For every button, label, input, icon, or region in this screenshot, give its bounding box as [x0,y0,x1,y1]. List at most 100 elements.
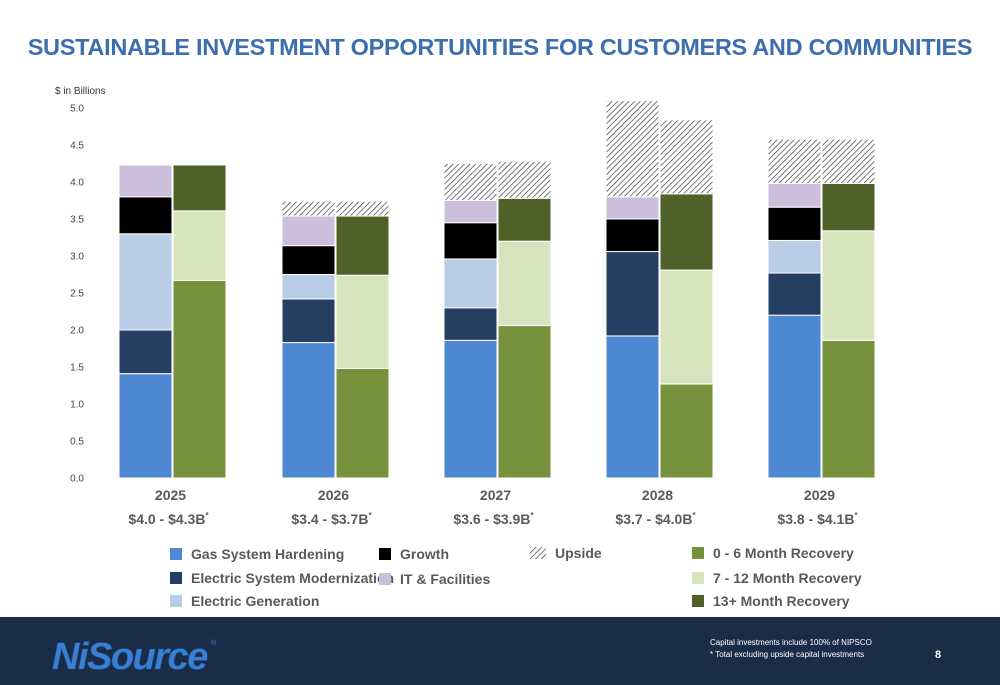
legend-swatch [379,573,391,585]
bar-segment-2028-category-upside: Upside: 1.3 [605,100,660,198]
bar-segment-2029-category-upside: Upside: 0.6 [767,138,822,184]
stacked-bar-chart: 0.0 0.5 1.0 1.5 2.0 2.5 3.0 3.5 4.0 4.5 5.0 Gas Sy… [70,100,876,527]
category-total-value: $3.6 - $3.9B [453,511,530,527]
bar-segment-2025-recovery-7-12-month-recovery: 7 - 12 Month Recovery: 0.94 [172,210,227,281]
bar-segment-2029-category-electric-generation: Electric Generation: 0.44 [767,239,822,274]
footer-bar: NiSource ® Capital investments include 1… [0,617,1000,685]
footnote-capital: Capital investments include 100% of NIPS… [710,638,872,647]
bar-segment-2025-category-it-facilities: IT & Facilities: 0.43 [118,164,173,198]
bar-segment-2028-category-it-facilities: IT & Facilities: 0.3 [605,196,660,220]
nisource-logo: NiSource ® [52,636,217,677]
bar-segment-2028-recovery-13-month-recovery: 13+ Month Recovery: 1.03 [659,193,714,271]
y-tick-label: 3.0 [70,252,84,263]
legend-label: Electric Generation [191,593,320,609]
legend-electric-generation: Electric Generation [170,593,319,609]
legend-label: Gas System Hardening [191,546,345,562]
bar-segment-2025-category-electric-system-modernization: Electric System Modernization: 0.59 [118,329,173,375]
x-tick-label: 2026 [318,487,349,503]
category-total-label: $3.4 - $3.7B* [291,511,372,527]
y-tick-label: 4.5 [70,141,84,152]
y-tick-label: 5.0 [70,104,84,115]
legend-swatch [692,595,704,607]
bar-segment-2027-category-it-facilities: IT & Facilities: 0.3 [443,200,498,224]
legend-recovery-0-6: 0 - 6 Month Recovery [692,545,854,561]
bar-segment-2026-recovery-13-month-recovery: 13+ Month Recovery: 0.8 [335,215,390,276]
legend-label: IT & Facilities [400,571,491,587]
bar-segment-2028-category-gas-system-hardening: Gas System Hardening: 1.92 [605,335,660,479]
bar-segment-2025-recovery-13-month-recovery: 13+ Month Recovery: 0.62 [172,164,227,212]
category-total-asterisk: * [692,511,696,520]
legend-swatch [692,572,704,584]
bar-segment-2029-category-gas-system-hardening: Gas System Hardening: 2.2 [767,314,822,479]
bar-segment-2026-recovery-upside: Upside: 0.2 [335,200,390,217]
legend-label: Growth [400,546,449,562]
legend-label: 13+ Month Recovery [713,593,850,609]
legend-upside: Upside [530,545,602,561]
x-tick-label: 2027 [480,487,511,503]
bar-segment-2026-category-electric-system-modernization: Electric System Modernization: 0.59 [281,298,336,344]
bar-segment-2028-category-electric-system-modernization: Electric System Modernization: 1.14 [605,251,660,337]
bar-segment-2029-category-electric-system-modernization: Electric System Modernization: 0.57 [767,272,822,316]
bar-segment-2026-category-growth: Growth: 0.39 [281,245,336,275]
y-axis-label: $ in Billions [55,86,106,97]
bar-segment-2029-recovery-7-12-month-recovery: 7 - 12 Month Recovery: 1.48 [821,230,876,341]
category-total-asterisk: * [368,511,372,520]
category-total-asterisk: * [530,511,534,520]
y-tick-label: 0.5 [70,437,84,448]
bar-segment-2028-recovery-0-6-month-recovery: 0 - 6 Month Recovery: 1.27 [659,383,714,479]
bar-segment-2027-category-electric-system-modernization: Electric System Modernization: 0.44 [443,307,498,341]
bar-segment-2026-recovery-0-6-month-recovery: 0 - 6 Month Recovery: 1.48 [335,367,390,479]
x-tick-label: 2029 [804,487,835,503]
category-total-value: $3.4 - $3.7B [291,511,368,527]
legend-swatch [170,595,182,607]
legend-electric-system-modernization: Electric System Modernization [170,570,394,586]
bar-segment-2029-recovery-13-month-recovery: 13+ Month Recovery: 0.64 [821,182,876,232]
bar-segment-2025-category-growth: Growth: 0.5 [118,196,173,235]
legend-gas-system-hardening: Gas System Hardening [170,546,344,562]
legend-label: Upside [555,545,602,561]
y-tick-label: 4.0 [70,178,84,189]
logo-wordmark: NiSource [52,636,208,677]
bar-segment-2029-recovery-0-6-month-recovery: 0 - 6 Month Recovery: 1.86 [821,339,876,479]
category-total-label: $3.8 - $4.1B* [777,511,858,527]
bar-segment-2027-recovery-0-6-month-recovery: 0 - 6 Month Recovery: 2.06 [497,325,552,479]
bar-segment-2027-recovery-upside: Upside: 0.5 [497,160,552,199]
bar-segment-2027-category-upside: Upside: 0.5 [443,163,498,201]
category-total-value: $3.8 - $4.1B [777,511,854,527]
bar-segment-2028-recovery-upside: Upside: 1 [659,119,714,195]
bar-segment-2028-category-growth: Growth: 0.44 [605,218,660,253]
page-title: SUSTAINABLE INVESTMENT OPPORTUNITIES FOR… [27,34,973,60]
legend-swatch [170,572,182,584]
category-total-label: $4.0 - $4.3B* [128,511,209,527]
y-tick-label: 0.0 [70,474,84,485]
bar-segment-2026-recovery-7-12-month-recovery: 7 - 12 Month Recovery: 1.26 [335,274,390,369]
legend-swatch [379,548,391,560]
category-total-asterisk: * [205,511,209,520]
bar-segment-2028-recovery-7-12-month-recovery: 7 - 12 Month Recovery: 1.54 [659,269,714,385]
y-tick-label: 2.5 [70,289,84,300]
legend-label: 7 - 12 Month Recovery [713,570,862,586]
category-total-label: $3.7 - $4.0B* [615,511,696,527]
category-total-asterisk: * [854,511,858,520]
category-total-label: $3.6 - $3.9B* [453,511,534,527]
logo-registered-mark: ® [211,639,217,647]
x-tick-label: 2025 [155,487,186,503]
legend-it-facilities: IT & Facilities [379,571,490,587]
legend-recovery-13-plus: 13+ Month Recovery [692,593,850,609]
y-tick-label: 2.0 [70,326,84,337]
y-tick-label: 1.0 [70,400,84,411]
y-tick-label: 3.5 [70,215,84,226]
bar-segment-2026-category-it-facilities: IT & Facilities: 0.4 [281,215,336,247]
legend-label: 0 - 6 Month Recovery [713,545,854,561]
bar-segment-2027-recovery-7-12-month-recovery: 7 - 12 Month Recovery: 1.14 [497,240,552,327]
page-number: 8 [935,649,942,661]
bar-segment-2026-category-gas-system-hardening: Gas System Hardening: 1.83 [281,342,336,479]
bar-segment-2027-category-gas-system-hardening: Gas System Hardening: 1.86 [443,339,498,479]
bar-segment-2026-category-electric-generation: Electric Generation: 0.33 [281,274,336,300]
bar-segment-2025-category-electric-generation: Electric Generation: 1.3 [118,233,173,331]
bar-segment-2029-recovery-upside: Upside: 0.6 [821,138,876,184]
bar-segment-2027-recovery-13-month-recovery: 13+ Month Recovery: 0.58 [497,197,552,242]
legend-swatch-hatch [530,547,546,559]
y-tick-label: 1.5 [70,363,84,374]
legend-recovery-7-12: 7 - 12 Month Recovery [692,570,862,586]
